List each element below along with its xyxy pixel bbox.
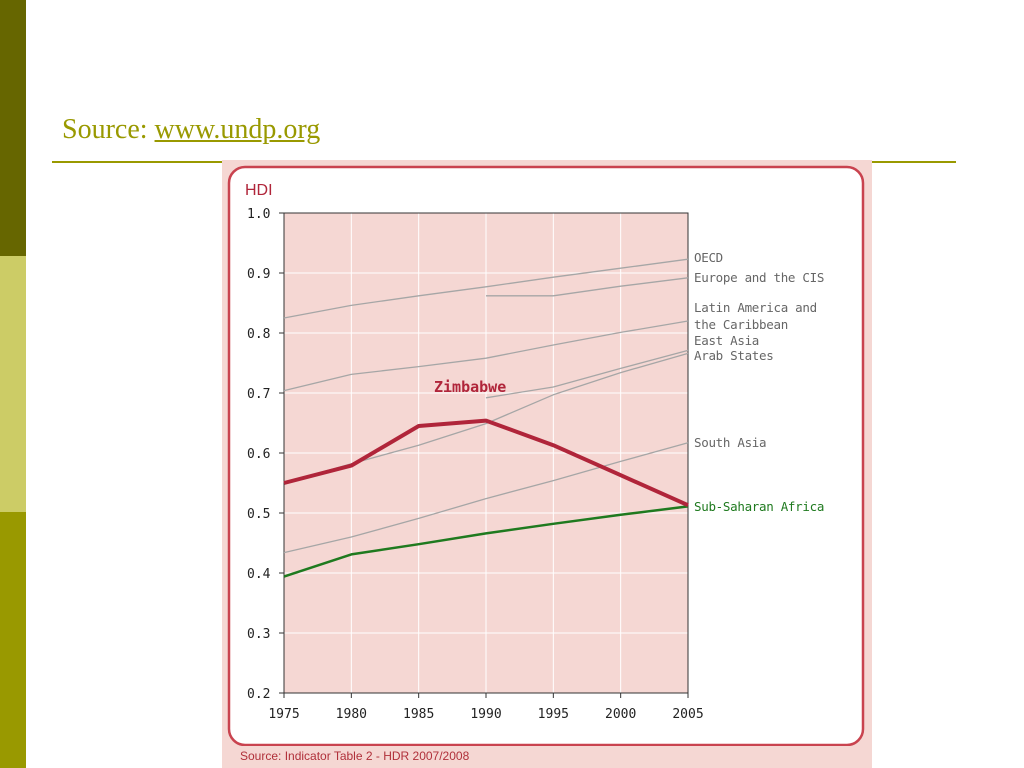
y-tick-label: 0.9 <box>247 267 270 282</box>
x-tick-label: 2000 <box>605 707 636 722</box>
y-tick-label: 0.8 <box>247 327 270 342</box>
series-line-zimbabwe <box>283 418 689 508</box>
legend-label: Latin America and <box>694 300 817 315</box>
legend-label: Arab States <box>694 348 773 363</box>
series-line-europe-and-the-cis <box>486 277 689 297</box>
legend-label: Sub-Saharan Africa <box>694 499 824 514</box>
divider-right <box>870 161 956 163</box>
x-tick-label: 1980 <box>336 707 367 722</box>
legend-label: Europe and the CIS <box>694 270 824 285</box>
y-tick-label: 0.5 <box>247 507 270 522</box>
y-tick-label: 0.6 <box>247 447 270 462</box>
chart-source-note: Source: Indicator Table 2 - HDR 2007/200… <box>240 749 470 763</box>
legend-label: OECD <box>694 250 723 265</box>
legend-label: East Asia <box>694 333 759 348</box>
hdi-line-chart: 0.2 0.3 0.4 0.5 0.6 0.7 0.8 0.9 1.0 1975 1980 1985 1… <box>227 165 865 746</box>
slide-source-line: Source: www.undp.org <box>62 114 320 146</box>
y-tick-label: 1.0 <box>247 207 270 222</box>
y-axis-label: HDI <box>245 182 273 199</box>
x-tick-label: 1975 <box>268 707 299 722</box>
x-tick-label: 1985 <box>403 707 434 722</box>
source-label: Source: <box>62 114 148 145</box>
series-line-oecd <box>283 258 689 319</box>
decorative-band-top <box>0 0 26 256</box>
zimbabwe-annotation: Zimbabwe <box>434 378 506 396</box>
series-line-south-asia <box>283 442 689 554</box>
y-tick-label: 0.3 <box>247 627 270 642</box>
legend-label: the Caribbean <box>694 317 788 332</box>
decorative-band-bottom <box>0 512 26 768</box>
source-link[interactable]: www.undp.org <box>154 114 321 145</box>
y-tick-label: 0.7 <box>247 387 270 402</box>
decorative-band-middle <box>0 256 26 512</box>
y-tick-label: 0.2 <box>247 687 270 702</box>
legend-label: South Asia <box>694 435 766 450</box>
divider-left <box>52 161 224 163</box>
x-tick-label: 1990 <box>470 707 501 722</box>
y-tick-label: 0.4 <box>247 567 271 582</box>
series-line-latin-america-and-the-caribbean <box>283 320 689 392</box>
hdi-chart-figure: 0.2 0.3 0.4 0.5 0.6 0.7 0.8 0.9 1.0 1975 1980 1985 1… <box>222 160 872 768</box>
series-line-east-asia <box>485 349 689 399</box>
x-tick-label: 2005 <box>672 707 703 722</box>
x-tick-label: 1995 <box>538 707 569 722</box>
series-line-sub-saharan-africa <box>283 505 689 578</box>
